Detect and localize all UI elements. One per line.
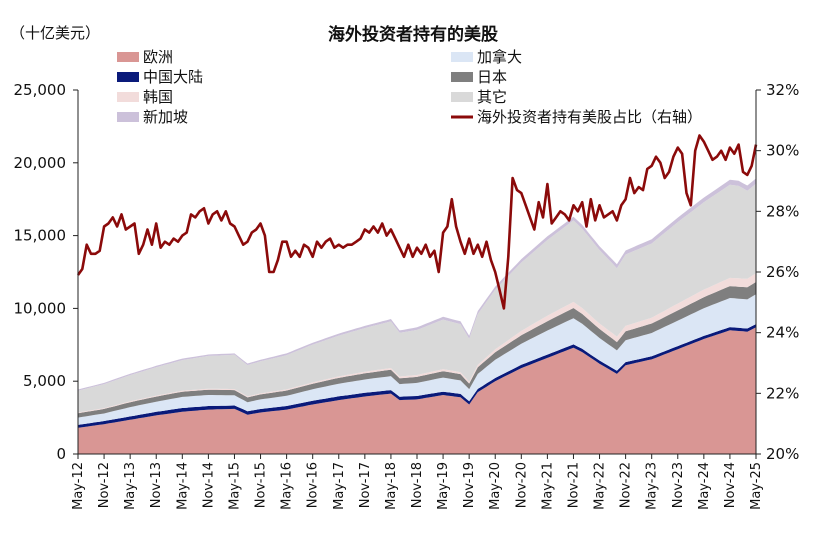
x-tick-label: May-15 <box>227 462 242 510</box>
area-series <box>78 178 756 391</box>
x-tick-label: May-18 <box>384 462 399 510</box>
area-series <box>78 294 756 425</box>
y-axis-label: （十亿美元） <box>10 24 100 42</box>
legend-item: 中国大陆 <box>117 68 203 86</box>
legend-label: 日本 <box>477 68 507 86</box>
x-tick-label: Nov-23 <box>671 462 686 508</box>
legend-item: 韩国 <box>117 88 173 106</box>
legend-swatch <box>117 52 139 62</box>
legend-swatch <box>451 52 473 62</box>
legend-label: 加拿大 <box>477 48 522 66</box>
legend-item: 新加坡 <box>117 108 188 126</box>
y-tick-label: 10,000 <box>14 299 67 317</box>
y2-tick-label: 20% <box>766 445 799 463</box>
x-tick-label: Nov-21 <box>566 462 581 508</box>
y2-tick-label: 22% <box>766 384 799 402</box>
y-tick-label: 15,000 <box>14 227 67 245</box>
x-tick-label: Nov-19 <box>462 462 477 508</box>
y2-tick-label: 28% <box>766 202 799 220</box>
x-tick-label: May-19 <box>436 462 451 510</box>
x-tick-label: May-21 <box>540 462 555 510</box>
x-tick-label: May-20 <box>488 462 503 510</box>
y-tick-label: 0 <box>56 445 66 463</box>
area-series <box>78 183 756 413</box>
x-tick-label: Nov-24 <box>723 462 738 508</box>
legend-label: 中国大陆 <box>143 68 203 86</box>
x-tick-label: May-24 <box>697 462 712 510</box>
legend-label: 欧洲 <box>143 48 173 66</box>
legend-swatch <box>117 72 139 82</box>
x-tick-label: Nov-15 <box>254 462 269 508</box>
legend-swatch <box>117 112 139 122</box>
line-layer <box>76 134 758 310</box>
y2-tick-label: 30% <box>766 142 799 160</box>
area-series <box>78 327 756 454</box>
legend-swatch <box>117 92 139 102</box>
y2-tick-label: 32% <box>766 81 799 99</box>
x-tick-label: Nov-12 <box>97 462 112 508</box>
legend-item: 海外投资者持有美股占比（右轴） <box>451 108 702 126</box>
line-series <box>76 134 758 310</box>
chart-title: 海外投资者持有的美股 <box>328 24 498 45</box>
legend-swatch <box>451 72 473 82</box>
x-tick-label: May-22 <box>593 462 608 510</box>
x-tick-label: May-17 <box>332 462 347 510</box>
legend-label: 海外投资者持有美股占比（右轴） <box>477 108 702 126</box>
x-tick-label: May-13 <box>123 462 138 510</box>
y-tick-label: 20,000 <box>14 154 67 172</box>
legend-item: 日本 <box>451 68 507 86</box>
axes-layer: 0 5,000 10,000 15,000 20,000 25,000 20% 22% 24% 2… <box>14 81 800 510</box>
y2-tick-label: 26% <box>766 263 799 281</box>
legend-swatch <box>451 92 473 102</box>
y-tick-label: 5,000 <box>23 372 66 390</box>
legend-label: 其它 <box>477 88 507 106</box>
y-tick-label: 25,000 <box>14 81 67 99</box>
legend-label: 新加坡 <box>143 108 188 126</box>
x-tick-label: Nov-14 <box>201 462 216 508</box>
legend-item: 加拿大 <box>451 48 522 66</box>
legend-label: 韩国 <box>143 88 173 106</box>
x-tick-label: May-23 <box>645 462 660 510</box>
x-tick-label: May-14 <box>175 462 190 510</box>
area-layer <box>78 178 756 454</box>
x-tick-label: Nov-17 <box>358 462 373 508</box>
x-tick-label: Nov-18 <box>410 462 425 508</box>
x-tick-label: May-25 <box>749 462 764 510</box>
x-tick-label: Nov-16 <box>306 462 321 508</box>
x-tick-label: Nov-20 <box>514 462 529 508</box>
x-tick-label: Nov-22 <box>619 462 634 508</box>
legend-item: 欧洲 <box>117 48 173 66</box>
y2-tick-label: 24% <box>766 324 799 342</box>
x-tick-label: May-12 <box>71 462 86 510</box>
x-tick-label: May-16 <box>280 462 295 510</box>
legend-item: 其它 <box>451 88 507 106</box>
x-tick-label: Nov-13 <box>149 462 164 508</box>
